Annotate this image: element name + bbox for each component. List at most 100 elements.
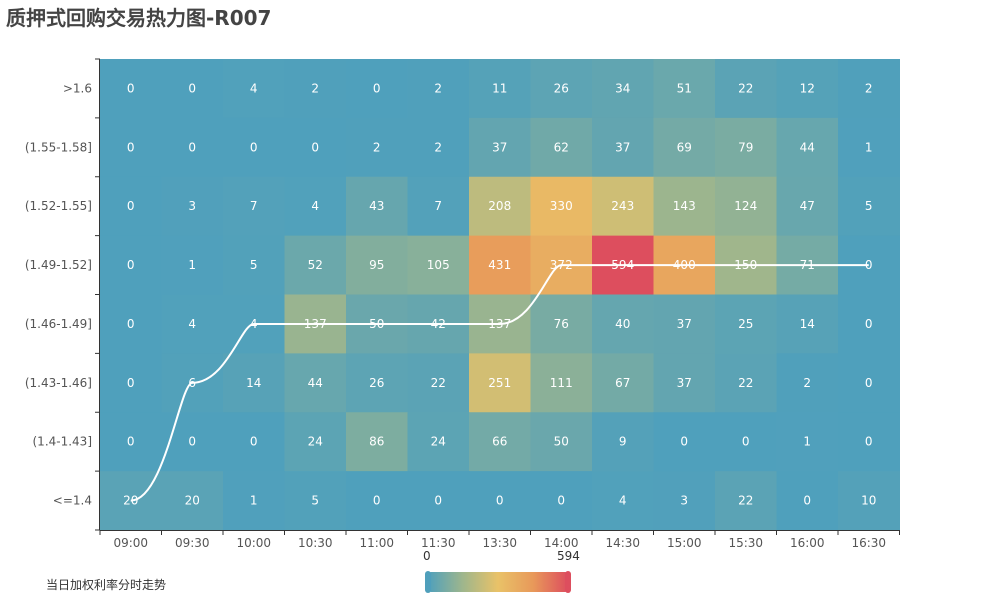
cell-value-label: 10: [861, 494, 876, 508]
heatmap-cell: [592, 59, 654, 119]
heatmap-cell: [407, 235, 470, 295]
x-tick-label: 11:00: [359, 536, 394, 550]
heatmap-cell: [469, 176, 531, 237]
cell-value-label: 7: [434, 199, 442, 213]
heatmap-cell: [223, 235, 285, 295]
heatmap-cell: [346, 117, 408, 178]
heatmap-cell: [715, 353, 777, 413]
heatmap-cell: [407, 353, 470, 413]
cell-value-label: 1: [250, 494, 258, 508]
cell-value-label: 251: [488, 376, 511, 390]
heatmap-cell: [653, 471, 716, 531]
cell-value-label: 4: [188, 317, 196, 331]
cell-value-label: 22: [738, 494, 753, 508]
heatmap-cell: [653, 412, 716, 472]
heatmap-cell: [776, 117, 839, 178]
cell-value-label: 9: [619, 435, 627, 449]
heatmap-cell: [100, 294, 162, 354]
heatmap-cell: [530, 59, 593, 119]
cell-value-label: 0: [127, 140, 135, 154]
cell-value-label: 1: [188, 258, 196, 272]
heatmap-cell: [100, 59, 162, 119]
color-scale-max-label: 594: [557, 549, 580, 563]
heatmap-cell: [592, 176, 654, 237]
cell-value-label: 5: [311, 494, 319, 508]
y-tick-label: <=1.4: [53, 494, 92, 508]
cell-value-label: 50: [554, 435, 569, 449]
cell-value-label: 0: [680, 435, 688, 449]
cell-value-label: 7: [250, 199, 258, 213]
cell-value-label: 0: [127, 376, 135, 390]
heatmap-cell: [653, 59, 716, 119]
color-scale-gradient: [428, 572, 568, 592]
x-tick-label: 11:30: [421, 536, 456, 550]
cell-value-label: 43: [369, 199, 384, 213]
heatmap-cell: [161, 117, 224, 178]
trend-line: [130, 264, 869, 502]
y-tick-label: (1.55-1.58]: [25, 140, 92, 154]
cell-value-label: 2: [865, 81, 873, 95]
cell-value-label: 69: [677, 140, 692, 154]
cell-value-label: 37: [677, 317, 692, 331]
heatmap-cell: [284, 235, 347, 295]
cell-value-label: 47: [800, 199, 815, 213]
heatmap-cell: [838, 353, 900, 413]
cell-value-label: 14: [800, 317, 815, 331]
heatmap-cell: [715, 117, 777, 178]
heatmap-cell: [776, 471, 839, 531]
cell-value-label: 2: [803, 376, 811, 390]
cell-value-label: 0: [311, 140, 319, 154]
cell-value-label: 44: [308, 376, 323, 390]
heatmap-cell: [223, 412, 285, 472]
heatmap-cell: [530, 117, 593, 178]
heatmap-cell: [838, 117, 900, 178]
heatmap-cell: [715, 412, 777, 472]
heatmap-cell: [161, 176, 224, 237]
cell-value-label: 0: [496, 494, 504, 508]
heatmap-cell: [838, 471, 900, 531]
x-tick-label: 15:00: [667, 536, 702, 550]
cell-value-label: 330: [550, 199, 573, 213]
heatmap-cell: [284, 117, 347, 178]
heatmap-cell: [776, 59, 839, 119]
heatmap-cell: [346, 235, 408, 295]
cell-value-label: 11: [492, 81, 507, 95]
cell-value-label: 0: [250, 435, 258, 449]
cell-value-label: 0: [188, 435, 196, 449]
color-scale[interactable]: [425, 571, 571, 593]
color-scale-max-handle[interactable]: [565, 571, 571, 593]
heatmap-cell: [715, 176, 777, 237]
cell-value-label: 51: [677, 81, 692, 95]
cell-value-label: 76: [554, 317, 569, 331]
heatmap-cell: [223, 176, 285, 237]
heatmap-cell: [407, 59, 470, 119]
x-tick-label: 09:30: [175, 536, 210, 550]
heatmap-cell: [530, 353, 593, 413]
heatmap-cell: [653, 353, 716, 413]
cell-value-label: 67: [615, 376, 630, 390]
cell-value-label: 12: [800, 81, 815, 95]
x-tick-label: 09:00: [113, 536, 148, 550]
cell-value-label: 1: [803, 435, 811, 449]
x-tick-label: 15:30: [728, 536, 763, 550]
heatmap-cell: [284, 412, 347, 472]
cell-value-label: 20: [185, 494, 200, 508]
y-tick-label: (1.49-1.52]: [25, 258, 92, 272]
cell-value-label: 111: [550, 376, 573, 390]
heatmap-cell: [715, 471, 777, 531]
cell-value-label: 26: [554, 81, 569, 95]
heatmap-cell: [161, 471, 224, 531]
heatmap-cell: [653, 294, 716, 354]
color-scale-min-handle[interactable]: [425, 571, 431, 593]
heatmap-cell: [161, 59, 224, 119]
cell-value-label: 66: [492, 435, 507, 449]
heatmap-cell: [100, 235, 162, 295]
cell-value-label: 44: [800, 140, 815, 154]
heatmap-cell: [284, 59, 347, 119]
cell-value-label: 37: [615, 140, 630, 154]
heatmap-cell: [284, 353, 347, 413]
cell-value-label: 2: [434, 140, 442, 154]
heatmap-cell: [100, 412, 162, 472]
cell-value-label: 22: [431, 376, 446, 390]
heatmap-cell: [838, 59, 900, 119]
